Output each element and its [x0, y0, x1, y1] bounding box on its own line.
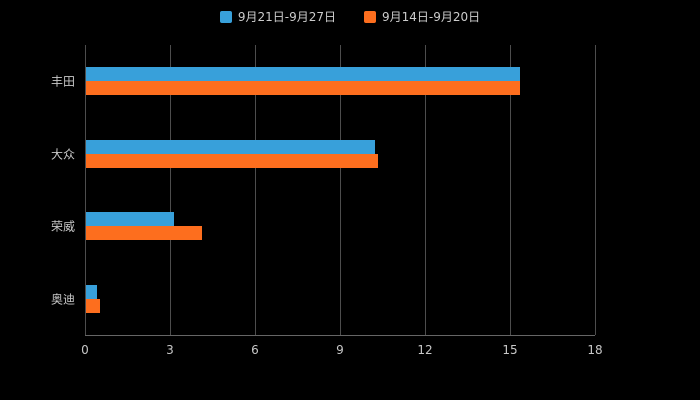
legend-label-series2: 9月14日-9月20日: [382, 10, 481, 24]
category-label: 丰田: [50, 74, 75, 89]
bar-series2[interactable]: [86, 226, 203, 241]
bar-series2[interactable]: [86, 81, 520, 96]
category-label: 大众: [50, 147, 75, 162]
x-tick-label: 0: [81, 343, 89, 357]
legend-swatch-orange-icon: [364, 10, 376, 23]
legend: 9月21日-9月27日 9月14日-9月20日: [0, 8, 700, 25]
gridline: [255, 45, 256, 335]
x-tick-label: 6: [251, 343, 259, 357]
category-label: 奥迪: [50, 292, 75, 307]
plot-area: 0 3 6 9 12 15 18 丰田大众荣威奥迪: [51, 45, 603, 357]
gridline: [595, 45, 596, 335]
bar-series1[interactable]: [86, 67, 520, 82]
bar-series2[interactable]: [86, 298, 101, 313]
gridline: [340, 45, 341, 335]
bar-series2[interactable]: [86, 153, 378, 168]
bar-series1[interactable]: [86, 212, 174, 227]
legend-label-series1: 9月21日-9月27日: [237, 10, 336, 24]
category-label: 荣威: [50, 219, 75, 234]
x-tick-label: 12: [417, 343, 433, 357]
x-tick-label: 9: [336, 343, 344, 357]
legend-swatch-blue-icon: [219, 10, 232, 23]
gridline: [85, 45, 86, 335]
gridline: [170, 45, 171, 335]
x-tick-label: 15: [502, 343, 518, 357]
x-tick-label: 18: [587, 343, 603, 357]
gridline: [510, 45, 511, 335]
bar-series1[interactable]: [86, 284, 98, 299]
bar-series1[interactable]: [86, 139, 375, 154]
legend-item-series1[interactable]: 9月21日-9月27日: [219, 8, 336, 25]
x-tick-label: 3: [166, 343, 174, 357]
gridline: [425, 45, 426, 335]
legend-item-series2[interactable]: 9月14日-9月20日: [364, 8, 480, 25]
